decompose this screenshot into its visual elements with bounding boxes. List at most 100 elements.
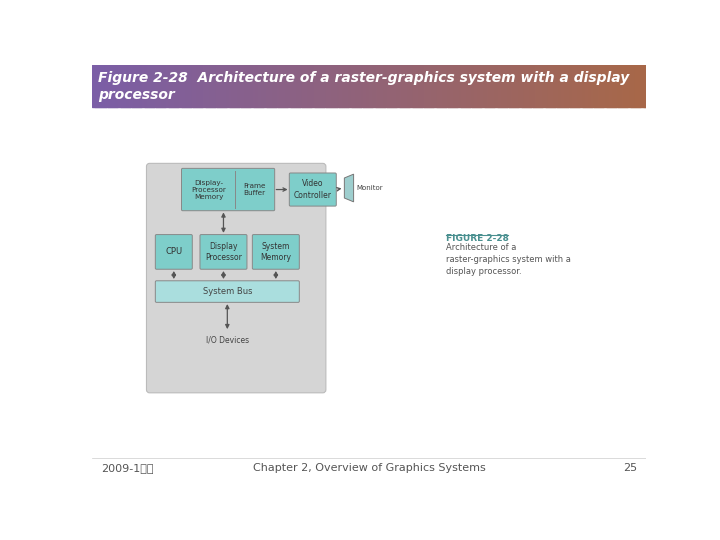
Bar	[528, 65, 531, 107]
Bar	[631, 65, 634, 107]
Bar	[236, 65, 238, 107]
Bar	[117, 65, 120, 107]
Bar	[258, 65, 261, 107]
Bar	[334, 65, 336, 107]
Bar	[491, 65, 494, 107]
Bar	[608, 65, 610, 107]
Bar	[639, 65, 642, 107]
Bar	[360, 65, 362, 107]
Bar	[299, 65, 302, 107]
Bar	[420, 65, 423, 107]
Bar	[190, 65, 192, 107]
Bar	[92, 65, 94, 107]
Bar	[583, 65, 586, 107]
Bar	[358, 65, 361, 107]
Bar	[397, 65, 400, 107]
Bar	[505, 65, 508, 107]
Bar	[462, 65, 464, 107]
Bar	[140, 65, 143, 107]
Bar	[347, 65, 349, 107]
Bar	[341, 65, 344, 107]
Bar	[628, 65, 630, 107]
Bar	[371, 65, 374, 107]
Bar	[326, 65, 329, 107]
Bar	[504, 65, 507, 107]
Bar	[624, 65, 626, 107]
Bar	[449, 65, 451, 107]
Bar	[318, 65, 320, 107]
Bar	[439, 65, 442, 107]
Text: Chapter 2, Overview of Graphics Systems: Chapter 2, Overview of Graphics Systems	[253, 463, 485, 473]
FancyBboxPatch shape	[146, 164, 326, 393]
Bar	[406, 65, 408, 107]
Bar	[241, 65, 244, 107]
Bar	[367, 65, 370, 107]
Bar	[214, 65, 217, 107]
Bar	[498, 65, 501, 107]
Bar	[220, 65, 222, 107]
Bar	[637, 65, 639, 107]
Bar	[129, 65, 131, 107]
Bar	[155, 65, 157, 107]
Bar	[364, 65, 366, 107]
Bar	[247, 65, 250, 107]
Bar	[148, 65, 150, 107]
Bar	[273, 65, 276, 107]
Bar	[390, 65, 392, 107]
Bar	[559, 65, 562, 107]
Bar	[535, 65, 538, 107]
Bar	[301, 65, 303, 107]
Bar	[96, 65, 98, 107]
Bar	[308, 65, 310, 107]
Bar	[400, 65, 403, 107]
Bar	[284, 65, 287, 107]
Bar	[391, 65, 394, 107]
Bar	[162, 65, 165, 107]
Bar	[458, 65, 460, 107]
Bar	[321, 65, 323, 107]
Bar	[603, 65, 606, 107]
Bar	[602, 65, 605, 107]
Bar	[524, 65, 527, 107]
Bar	[426, 65, 429, 107]
Text: Monitor: Monitor	[356, 185, 383, 191]
Bar	[515, 65, 518, 107]
Bar	[168, 65, 170, 107]
Text: System
Memory: System Memory	[261, 242, 292, 262]
Bar	[480, 65, 482, 107]
Bar	[156, 65, 159, 107]
Bar	[201, 65, 204, 107]
Bar	[425, 65, 427, 107]
Bar	[543, 65, 545, 107]
FancyBboxPatch shape	[200, 234, 247, 269]
Bar	[616, 65, 619, 107]
Bar	[508, 65, 510, 107]
Bar	[212, 65, 215, 107]
Bar	[332, 65, 335, 107]
Bar	[544, 65, 547, 107]
Bar	[626, 65, 629, 107]
Bar	[487, 65, 490, 107]
Bar	[456, 65, 459, 107]
Bar	[120, 65, 122, 107]
Bar	[430, 65, 433, 107]
Bar	[471, 65, 473, 107]
Text: Architecture of a
raster-graphics system with a
display processor.: Architecture of a raster-graphics system…	[446, 244, 571, 276]
Bar	[402, 65, 405, 107]
Bar	[606, 65, 608, 107]
Text: I/O Devices: I/O Devices	[206, 335, 249, 344]
Bar	[489, 65, 492, 107]
Bar	[589, 65, 592, 107]
Bar	[199, 65, 202, 107]
Bar	[227, 65, 230, 107]
Bar	[382, 65, 384, 107]
Bar	[557, 65, 560, 107]
Bar	[384, 65, 387, 107]
Bar	[338, 65, 341, 107]
Bar	[531, 65, 534, 107]
Text: Frame
Buffer: Frame Buffer	[243, 183, 266, 196]
Bar	[92, 107, 647, 457]
Bar	[302, 65, 305, 107]
Bar	[415, 65, 418, 107]
Bar	[352, 65, 355, 107]
